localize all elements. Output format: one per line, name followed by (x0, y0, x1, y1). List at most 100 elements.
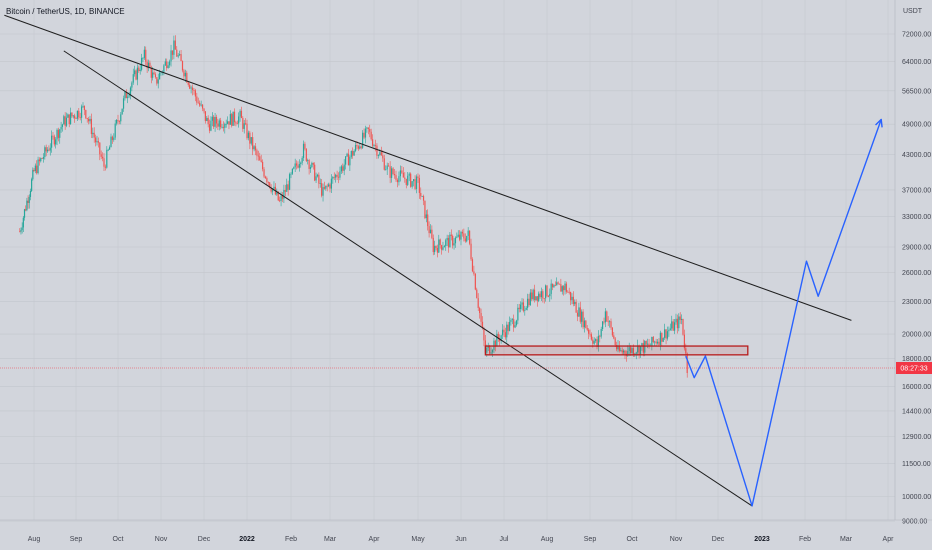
candle-body (370, 131, 372, 140)
candle-body (23, 209, 26, 218)
candle-body (193, 90, 195, 91)
candle-body (127, 96, 129, 99)
candle-body (118, 121, 120, 122)
candle-body (229, 114, 231, 125)
candle-body (89, 118, 91, 122)
candle-body (142, 57, 144, 59)
candle-body (457, 234, 459, 237)
candle-body (88, 119, 90, 122)
candle-body (415, 176, 418, 189)
candle-body (623, 350, 625, 353)
candle-body (224, 124, 226, 128)
candle-body (53, 136, 55, 145)
candle-body (125, 91, 127, 99)
candle-body (233, 111, 236, 123)
candle-body (645, 341, 647, 345)
candle-body (411, 181, 413, 187)
candle-body (514, 325, 516, 328)
candle-body (401, 170, 403, 173)
candle-body (538, 293, 540, 301)
candle-body (371, 139, 374, 146)
y-tick-label: 9000.00 (902, 519, 927, 526)
candle-body (575, 301, 577, 313)
x-tick-label: 2023 (754, 536, 770, 543)
candle-body (600, 329, 602, 337)
candle-body (81, 106, 83, 118)
candle-body (398, 176, 400, 183)
candle-body (90, 118, 92, 135)
candle-body (25, 209, 27, 211)
candle-body (392, 168, 394, 175)
y-tick-label: 16000.00 (902, 384, 931, 391)
candle-body (325, 185, 327, 189)
candle-body (526, 298, 529, 308)
candle-body (267, 182, 269, 183)
candle-body (546, 285, 548, 297)
candle-body (521, 302, 523, 305)
candle-body (283, 189, 285, 199)
candle-body (547, 296, 549, 297)
candle-body (421, 196, 423, 197)
candle-body (236, 123, 238, 125)
candle-body (417, 176, 419, 179)
candle-body (388, 165, 390, 167)
candle-body (364, 128, 367, 138)
x-tick-label: Jun (455, 536, 466, 543)
x-tick-label: Dec (198, 536, 211, 543)
candle-body (431, 229, 433, 238)
y-tick-label: 72000.00 (902, 32, 931, 39)
candle-body (113, 137, 115, 140)
candle-body (467, 230, 469, 236)
candle-body (446, 237, 448, 241)
candle-body (369, 128, 371, 132)
candle-body (491, 350, 494, 353)
candle-body (298, 164, 300, 168)
candle-body (669, 328, 671, 330)
candle-body (83, 105, 85, 110)
candle-body (171, 50, 174, 55)
candle-body (72, 115, 74, 117)
candle-body (225, 123, 227, 125)
candle-body (596, 339, 598, 347)
candle-body (681, 318, 683, 320)
candle-body (486, 347, 488, 353)
y-tick-label: 33000.00 (902, 214, 931, 221)
candle-body (56, 129, 58, 140)
candle-body (359, 146, 361, 149)
x-tick-label: Oct (113, 536, 124, 543)
candle-body (29, 191, 32, 197)
candle-body (169, 61, 171, 66)
candle-body (420, 192, 422, 197)
candle-body (442, 247, 444, 250)
candle-body (138, 67, 140, 72)
candle-body (408, 173, 410, 176)
candle-body (463, 233, 465, 239)
candle-body (19, 231, 21, 233)
x-tick-label: Feb (285, 536, 297, 543)
candle-body (129, 87, 132, 96)
candle-body (20, 230, 22, 232)
candle-body (651, 336, 653, 346)
candle-body (64, 116, 66, 126)
candle-body (60, 126, 62, 130)
candle-body (574, 301, 576, 305)
candle-body (166, 61, 168, 69)
y-tick-label: 18000.00 (902, 356, 931, 363)
currency-label: USDT (903, 8, 923, 15)
candle-body (191, 87, 194, 91)
drawings: 08:27:33 (0, 14, 932, 507)
candle-body (318, 174, 320, 184)
candle-body (391, 168, 393, 178)
candle-body (243, 123, 245, 129)
candle-body (304, 143, 306, 149)
forecast-arrowhead (875, 118, 883, 128)
candle-body (51, 135, 53, 148)
x-tick-label: Jul (500, 536, 509, 543)
candle-body (568, 291, 570, 293)
candle-body (434, 245, 436, 253)
candle-body (428, 226, 430, 234)
candle-body (111, 136, 113, 140)
candle-body (187, 82, 189, 85)
